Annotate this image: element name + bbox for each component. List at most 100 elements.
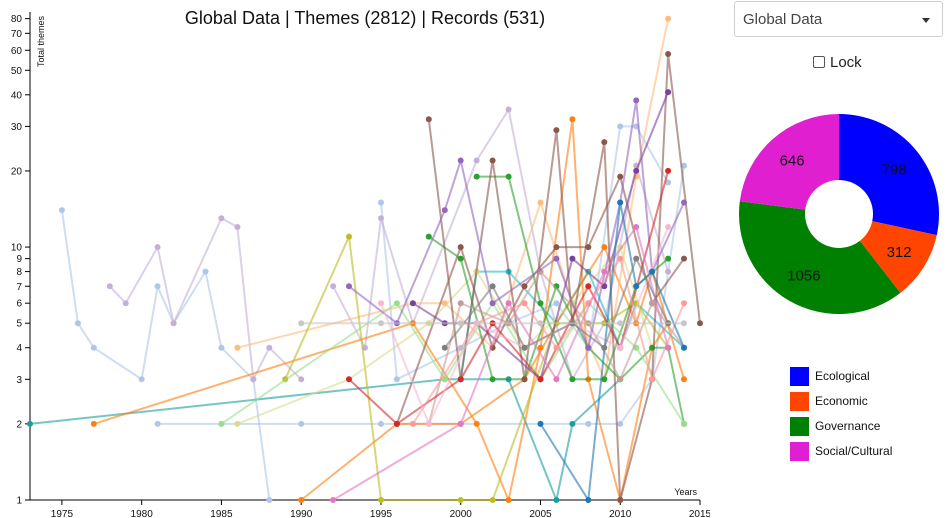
data-point[interactable] [74, 320, 81, 327]
data-point[interactable] [473, 157, 480, 164]
data-point[interactable] [521, 344, 528, 351]
data-point[interactable] [330, 497, 337, 503]
data-point[interactable] [633, 283, 640, 290]
data-point[interactable] [617, 344, 624, 351]
checkbox-icon[interactable] [813, 56, 825, 68]
data-point[interactable] [266, 497, 273, 503]
data-point[interactable] [681, 320, 687, 327]
data-point[interactable] [378, 199, 384, 206]
data-point[interactable] [457, 497, 464, 503]
data-point[interactable] [665, 344, 672, 351]
data-point[interactable] [505, 497, 512, 503]
data-point[interactable] [681, 420, 687, 427]
data-point[interactable] [569, 116, 576, 123]
data-point[interactable] [409, 420, 416, 427]
data-point[interactable] [553, 127, 560, 134]
data-point[interactable] [441, 376, 448, 383]
data-point[interactable] [489, 157, 496, 164]
data-point[interactable] [617, 173, 624, 180]
pie-slice[interactable] [839, 114, 939, 236]
data-point[interactable] [521, 376, 528, 383]
data-point[interactable] [681, 376, 687, 383]
data-point[interactable] [58, 207, 65, 214]
data-point[interactable] [665, 268, 672, 275]
pie-slice[interactable] [859, 221, 937, 293]
data-point[interactable] [633, 97, 640, 104]
data-point[interactable] [170, 320, 177, 327]
data-point[interactable] [266, 344, 273, 351]
data-point[interactable] [569, 420, 576, 427]
data-point[interactable] [633, 224, 640, 230]
data-point[interactable] [250, 376, 257, 383]
data-point[interactable] [154, 420, 161, 427]
data-point[interactable] [665, 51, 672, 57]
data-point[interactable] [457, 157, 464, 164]
data-point[interactable] [425, 233, 432, 240]
data-point[interactable] [665, 15, 672, 22]
data-point[interactable] [617, 420, 624, 427]
data-point[interactable] [665, 179, 672, 186]
data-point[interactable] [601, 268, 608, 275]
pie-slice[interactable] [739, 114, 839, 210]
data-point[interactable] [505, 106, 512, 113]
data-point[interactable] [553, 244, 560, 251]
data-point[interactable] [457, 420, 464, 427]
data-point[interactable] [489, 300, 496, 307]
data-point[interactable] [681, 344, 687, 351]
data-point[interactable] [601, 376, 608, 383]
data-point[interactable] [617, 497, 624, 503]
region-select[interactable]: Global Data [734, 1, 943, 37]
data-point[interactable] [681, 199, 687, 206]
data-point[interactable] [585, 420, 592, 427]
data-point[interactable] [378, 320, 384, 327]
data-point[interactable] [553, 376, 560, 383]
data-point[interactable] [473, 173, 480, 180]
data-point[interactable] [489, 497, 496, 503]
data-point[interactable] [218, 420, 225, 427]
data-point[interactable] [218, 215, 225, 222]
data-point[interactable] [90, 344, 97, 351]
data-point[interactable] [154, 283, 161, 290]
data-point[interactable] [457, 255, 464, 262]
data-point[interactable] [569, 376, 576, 383]
data-point[interactable] [441, 207, 448, 214]
data-point[interactable] [553, 344, 560, 351]
data-point[interactable] [617, 320, 624, 327]
data-point[interactable] [425, 116, 432, 123]
data-point[interactable] [234, 420, 241, 427]
data-point[interactable] [138, 376, 145, 383]
data-point[interactable] [457, 376, 464, 383]
lock-checkbox[interactable]: Lock [813, 53, 862, 71]
data-point[interactable] [409, 300, 416, 307]
data-point[interactable] [378, 420, 384, 427]
data-point[interactable] [585, 283, 592, 290]
data-point[interactable] [537, 320, 544, 327]
data-point[interactable] [106, 283, 113, 290]
data-point[interactable] [665, 89, 672, 96]
data-point[interactable] [505, 300, 512, 307]
data-point[interactable] [537, 300, 544, 307]
data-point[interactable] [330, 283, 337, 290]
data-point[interactable] [617, 255, 624, 262]
data-point[interactable] [27, 420, 33, 427]
data-point[interactable] [457, 320, 464, 327]
data-point[interactable] [218, 344, 225, 351]
pie-slice[interactable] [739, 201, 901, 314]
data-point[interactable] [441, 344, 448, 351]
data-point[interactable] [537, 199, 544, 206]
data-point[interactable] [665, 224, 672, 230]
data-point[interactable] [601, 283, 608, 290]
data-point[interactable] [489, 283, 496, 290]
data-point[interactable] [298, 320, 305, 327]
data-point[interactable] [378, 497, 384, 503]
data-point[interactable] [393, 300, 400, 307]
data-point[interactable] [649, 376, 656, 383]
data-point[interactable] [601, 139, 608, 146]
data-point[interactable] [569, 255, 576, 262]
data-point[interactable] [473, 420, 480, 427]
data-point[interactable] [585, 497, 592, 503]
data-point[interactable] [122, 300, 129, 307]
data-point[interactable] [617, 199, 624, 206]
data-point[interactable] [537, 420, 544, 427]
data-point[interactable] [633, 167, 640, 174]
